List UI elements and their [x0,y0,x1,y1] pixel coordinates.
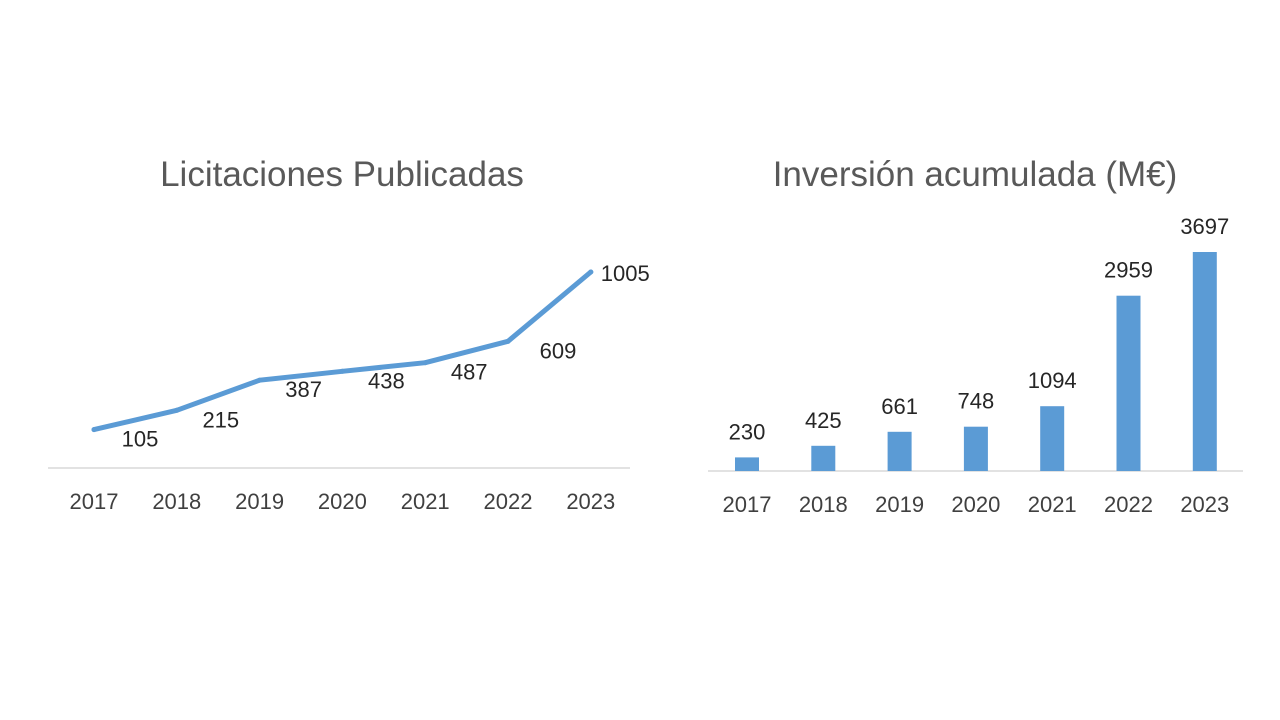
bar-data-label: 748 [958,389,995,414]
bar-data-label: 1094 [1028,368,1077,393]
bar [1116,295,1141,471]
line-chart-x-tick: 2021 [401,489,450,514]
bar [887,431,912,471]
bar-chart: Inversión acumulada (M€) 2017 2018 2019 202… [708,155,1243,517]
line-chart-x-tick: 2017 [70,489,119,514]
bar-chart-x-tick: 2021 [1028,492,1077,517]
bar-chart-x-tick: 2023 [1180,492,1229,517]
bar-data-label: 2959 [1104,258,1153,283]
bar-chart-x-tick: 2019 [875,492,924,517]
bar [735,457,759,471]
line-chart-x-tick: 2022 [484,489,533,514]
bar-chart-x-tick: 2017 [723,492,772,517]
line-point [339,368,345,374]
line-series [91,269,594,433]
line-point [588,269,594,275]
bar-chart-x-tick: 2020 [951,492,1000,517]
line-point [257,377,263,383]
line-chart-title: Licitaciones Publicadas [160,155,524,194]
line-chart-x-tick: 2020 [318,489,367,514]
line-data-label: 1005 [601,261,650,286]
bar [1040,406,1065,471]
bar [963,426,988,471]
bar-data-label: 230 [729,419,766,444]
bar [811,445,836,471]
line-data-label: 487 [451,360,488,385]
line-chart-x-tick: 2023 [566,489,615,514]
bar-chart-x-tick: 2022 [1104,492,1153,517]
bar-chart-title: Inversión acumulada (M€) [773,155,1178,194]
line-chart: Licitaciones Publicadas 2017 2018 2019 2020… [48,155,650,514]
bar [1192,252,1217,471]
line-chart-x-tick: 2018 [152,489,201,514]
bar-data-label: 661 [881,394,918,419]
line-data-label: 105 [122,427,159,452]
bar-data-label: 425 [805,408,842,433]
line-point [505,338,511,344]
bar-data-label: 3697 [1180,214,1229,239]
line-point [422,360,428,366]
line-point [91,427,97,433]
line-data-label: 609 [540,338,577,363]
line-point [174,407,180,413]
line-data-label: 387 [285,377,322,402]
line-data-label: 438 [368,368,405,393]
bar-chart-x-tick: 2018 [799,492,848,517]
line-chart-x-tick: 2019 [235,489,284,514]
line-data-label: 215 [202,407,239,432]
